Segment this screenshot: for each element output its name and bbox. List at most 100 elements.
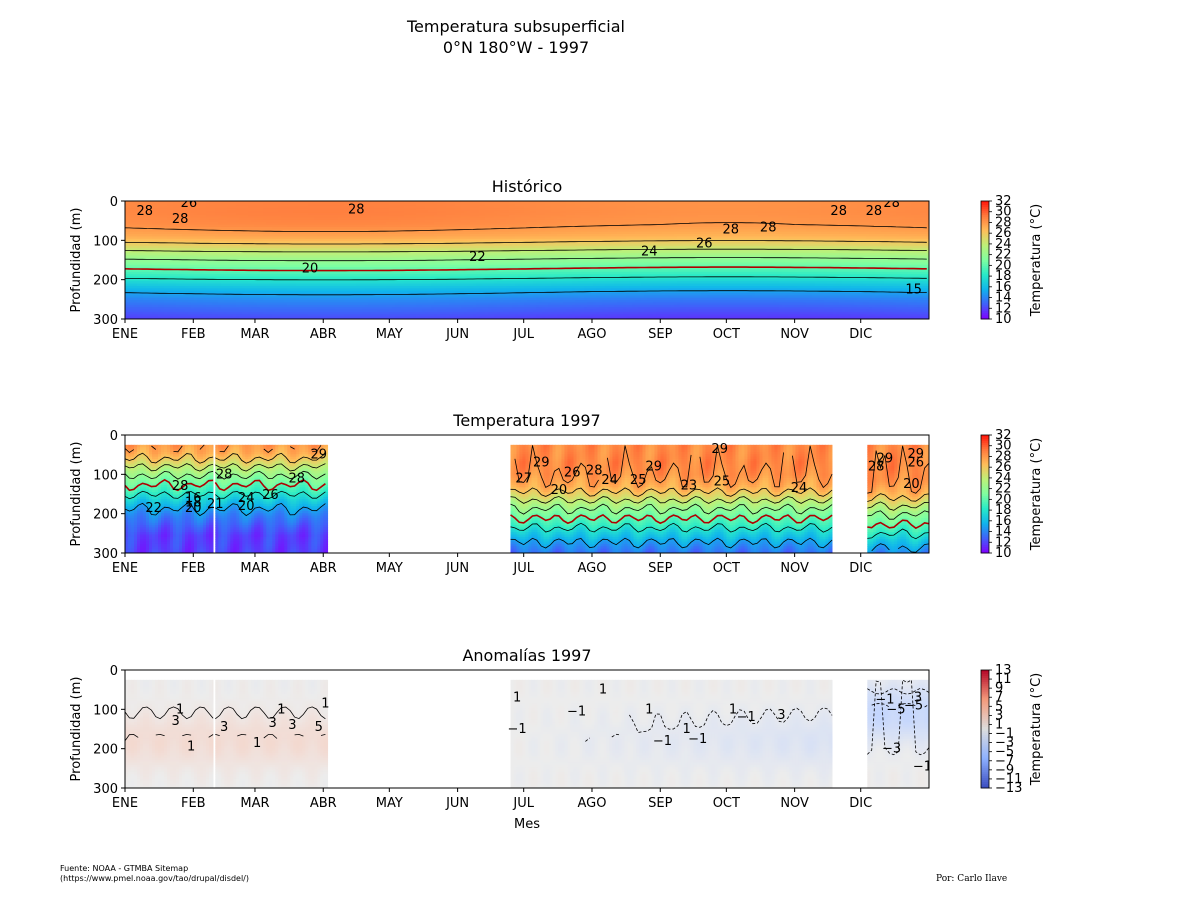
heat-cell	[350, 285, 354, 289]
heat-cell	[287, 281, 291, 285]
heat-cell	[422, 283, 426, 287]
heat-cell	[245, 210, 249, 214]
heat-cell	[185, 304, 189, 308]
heat-cell	[362, 226, 366, 230]
heat-cell	[383, 241, 387, 244]
heat-cell	[254, 297, 258, 301]
heat-cell	[173, 222, 177, 226]
heat-cell	[326, 267, 330, 270]
heat-cell	[386, 238, 390, 242]
heat-cell	[347, 276, 351, 280]
heat-cell	[374, 201, 378, 204]
heat-cell	[125, 203, 129, 207]
heat-cell	[263, 212, 267, 216]
heat-cell	[221, 288, 225, 292]
heat-cell	[383, 309, 387, 313]
heat-cell	[179, 309, 183, 313]
heat-cell	[248, 252, 252, 256]
heat-cell	[239, 314, 243, 318]
heat-cell	[341, 238, 345, 242]
heat-cell	[395, 316, 399, 319]
heat-cell	[260, 238, 264, 242]
heat-cell	[302, 260, 306, 263]
heat-cell	[278, 243, 282, 247]
heat-cell	[257, 231, 261, 235]
heat-cell	[386, 252, 390, 256]
heat-cell	[314, 205, 318, 209]
heat-cell	[422, 241, 426, 244]
heat-cell	[146, 304, 150, 308]
heat-cell	[314, 264, 318, 268]
heat-cell	[338, 205, 342, 209]
heat-cell	[215, 262, 219, 266]
heat-cell	[287, 271, 291, 275]
heat-cell	[356, 234, 360, 237]
heat-cell	[356, 264, 360, 268]
heat-cell	[248, 300, 252, 303]
heat-cell	[152, 283, 156, 287]
heat-cell	[206, 267, 210, 270]
heat-cell	[269, 274, 273, 278]
heat-cell	[314, 307, 318, 311]
heat-cell	[137, 304, 141, 308]
heat-cell	[176, 309, 180, 313]
heat-cell	[383, 219, 387, 223]
heat-cell	[125, 309, 129, 313]
heat-cell	[221, 248, 225, 252]
heat-cell	[206, 262, 210, 266]
heat-cell	[251, 278, 255, 282]
heat-cell	[335, 229, 339, 233]
heat-cell	[278, 226, 282, 230]
heat-cell	[239, 285, 243, 289]
heat-cell	[365, 288, 369, 292]
heat-cell	[257, 252, 261, 256]
heat-cell	[290, 271, 294, 275]
heat-cell	[167, 208, 171, 211]
heat-cell	[161, 300, 165, 303]
heat-cell	[335, 297, 339, 301]
heat-cell	[218, 255, 222, 259]
heat-cell	[221, 307, 225, 311]
heat-cell	[218, 201, 222, 204]
heat-cell	[233, 309, 237, 313]
heat-cell	[143, 264, 147, 268]
heat-cell	[191, 217, 195, 221]
heat-cell	[365, 231, 369, 235]
heat-cell	[380, 264, 384, 268]
heat-cell	[149, 219, 153, 223]
heat-cell	[416, 288, 420, 292]
heat-cell	[353, 226, 357, 230]
heat-cell	[179, 281, 183, 285]
heat-cell	[203, 264, 207, 268]
heat-cell	[266, 290, 270, 294]
heat-cell	[173, 252, 177, 256]
heat-cell	[419, 252, 423, 256]
heat-cell	[188, 285, 192, 289]
heat-cell	[410, 288, 414, 292]
heat-cell	[221, 212, 225, 216]
heat-cell	[194, 226, 198, 230]
heat-cell	[251, 297, 255, 301]
heat-cell	[257, 278, 261, 282]
heat-cell	[176, 250, 180, 254]
heat-cell	[128, 304, 132, 308]
heat-cell	[275, 314, 279, 318]
heat-cell	[392, 311, 396, 315]
heat-cell	[395, 297, 399, 301]
heat-cell	[251, 307, 255, 311]
heat-cell	[167, 238, 171, 242]
heat-cell	[308, 309, 312, 313]
heat-cell	[224, 257, 228, 261]
heat-cell	[245, 295, 249, 299]
heat-cell	[299, 257, 303, 261]
heat-cell	[347, 257, 351, 261]
heat-cell	[263, 264, 267, 268]
heat-cell	[284, 264, 288, 268]
heat-cell	[311, 245, 315, 249]
heat-cell	[404, 300, 408, 303]
heat-cell	[149, 290, 153, 294]
heat-cell	[245, 238, 249, 242]
heat-cell	[158, 210, 162, 214]
heat-cell	[278, 215, 282, 219]
heat-cell	[239, 245, 243, 249]
